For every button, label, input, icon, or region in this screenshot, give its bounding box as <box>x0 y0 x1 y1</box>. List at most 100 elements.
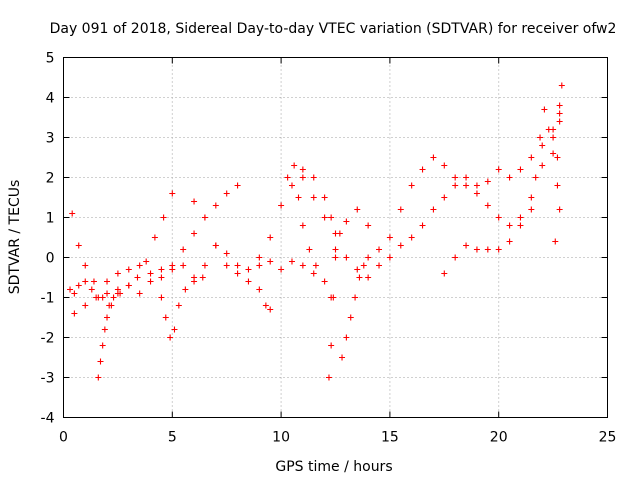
data-point <box>169 262 176 269</box>
y-tick-label: -3 <box>41 371 55 387</box>
data-point <box>256 262 263 269</box>
data-point <box>397 206 404 213</box>
x-tick-label: 20 <box>490 430 508 446</box>
data-point <box>310 270 317 277</box>
data-point <box>223 250 230 257</box>
data-point <box>191 230 198 237</box>
data-point <box>321 214 328 221</box>
data-point <box>147 270 154 277</box>
data-point <box>75 282 82 289</box>
data-point <box>88 286 95 293</box>
data-point <box>484 246 491 253</box>
data-point <box>484 202 491 209</box>
data-point <box>288 258 295 265</box>
data-point <box>556 206 563 213</box>
data-point <box>99 294 106 301</box>
y-tick-label: 4 <box>46 91 55 107</box>
data-point <box>171 326 178 333</box>
data-point <box>143 258 150 265</box>
data-point <box>354 266 361 273</box>
data-point <box>71 310 78 317</box>
data-point <box>69 210 76 217</box>
data-point <box>104 278 111 285</box>
data-point <box>473 190 480 197</box>
data-point <box>99 342 106 349</box>
data-point <box>441 162 448 169</box>
data-point <box>541 106 548 113</box>
y-tick-label: 5 <box>46 51 55 67</box>
data-point <box>321 278 328 285</box>
data-point <box>360 262 367 269</box>
data-point <box>191 198 198 205</box>
data-point <box>419 166 426 173</box>
data-point <box>343 334 350 341</box>
data-point <box>328 342 335 349</box>
series-s5 <box>158 274 206 341</box>
data-point <box>365 222 372 229</box>
data-point <box>262 302 269 309</box>
data-point <box>106 302 113 309</box>
data-point <box>528 194 535 201</box>
data-point <box>256 286 263 293</box>
data-point <box>175 302 182 309</box>
data-point <box>452 182 459 189</box>
data-point <box>245 278 252 285</box>
data-point <box>234 262 241 269</box>
data-point <box>82 302 89 309</box>
data-point <box>545 126 552 133</box>
series-s13 <box>386 118 563 241</box>
x-axis-label: GPS time / hours <box>275 459 392 475</box>
data-point <box>332 246 339 253</box>
series-s3 <box>71 182 241 317</box>
series-s2 <box>69 190 176 309</box>
data-point <box>114 270 121 277</box>
data-point <box>162 314 169 321</box>
data-point <box>75 242 82 249</box>
data-point <box>182 286 189 293</box>
data-point <box>365 274 372 281</box>
y-tick-label: 1 <box>46 211 55 227</box>
data-point <box>550 134 557 141</box>
data-point <box>212 202 219 209</box>
data-point <box>110 294 117 301</box>
data-point <box>267 258 274 265</box>
data-point <box>114 290 121 297</box>
data-point <box>552 238 559 245</box>
series-s7 <box>256 162 328 261</box>
data-point <box>199 274 206 281</box>
data-point <box>158 294 165 301</box>
data-point <box>291 162 298 169</box>
data-point <box>354 206 361 213</box>
data-point <box>517 166 524 173</box>
x-tick-label: 0 <box>59 430 68 446</box>
data-point <box>167 334 174 341</box>
data-point <box>67 286 74 293</box>
data-point <box>95 374 102 381</box>
chart-title: Day 091 of 2018, Sidereal Day-to-day VTE… <box>50 21 617 37</box>
data-point <box>234 270 241 277</box>
data-point <box>495 214 502 221</box>
data-point <box>356 274 363 281</box>
data-point <box>288 182 295 189</box>
data-point <box>343 254 350 261</box>
x-tick-label: 5 <box>168 430 177 446</box>
data-point <box>134 274 141 281</box>
data-point <box>347 314 354 321</box>
data-point <box>278 266 285 273</box>
data-point <box>125 266 132 273</box>
data-point <box>539 162 546 169</box>
data-point <box>550 150 557 157</box>
data-point <box>104 290 111 297</box>
data-point <box>101 326 108 333</box>
data-point <box>169 190 176 197</box>
data-point <box>376 262 383 269</box>
data-point <box>180 262 187 269</box>
series-s9 <box>295 194 335 301</box>
data-point <box>556 102 563 109</box>
data-point <box>160 214 167 221</box>
data-point <box>506 174 513 181</box>
data-point <box>223 190 230 197</box>
y-tick-label: -1 <box>41 291 55 307</box>
data-point <box>71 290 78 297</box>
y-tick-label: 2 <box>46 171 55 187</box>
